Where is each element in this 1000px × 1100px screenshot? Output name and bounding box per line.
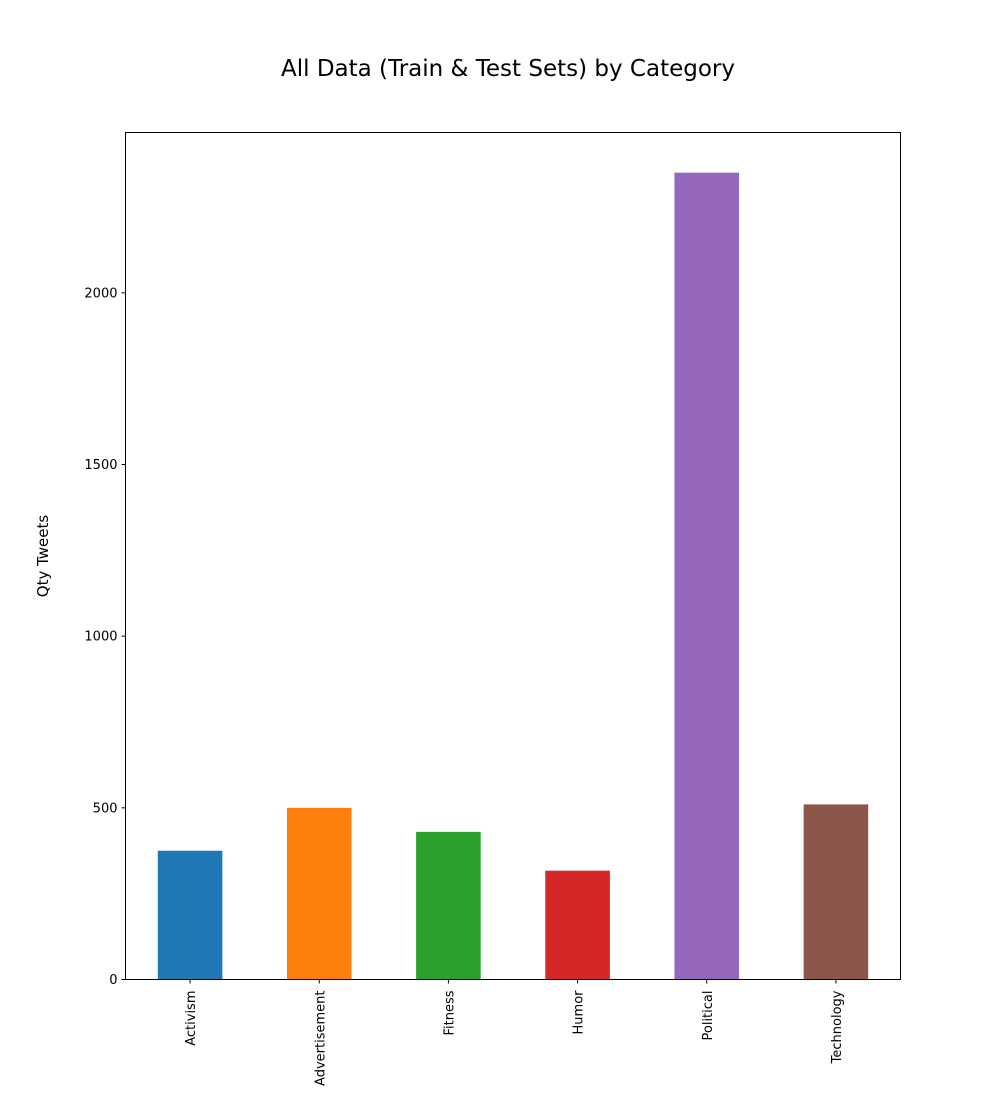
x-tick-label: Fitness — [442, 990, 457, 1035]
bars-group — [157, 172, 869, 980]
y-axis-ticks: 0 500 1000 1500 2000 — [84, 286, 126, 988]
x-tick-label: Political — [701, 991, 716, 1041]
x-axis-ticks: Activism Advertisement Fitness Humor Politic… — [184, 979, 845, 1086]
bar-humor — [545, 870, 610, 980]
y-tick-label: 0 — [109, 973, 117, 988]
x-tick-label: Humor — [572, 990, 587, 1035]
x-tick-label: Technology — [830, 990, 845, 1064]
y-tick-label: 2000 — [84, 286, 117, 301]
bar-technology — [803, 804, 869, 980]
bar-activism — [157, 850, 223, 980]
y-tick-label: 500 — [93, 801, 118, 816]
y-tick-label: 1500 — [84, 458, 117, 473]
plot-area-frame — [125, 132, 901, 980]
x-tick-label: Activism — [184, 991, 199, 1046]
y-axis-label: Qty Tweets — [34, 515, 52, 598]
chart-title: All Data (Train & Test Sets) by Category — [281, 56, 735, 82]
bar-fitness — [416, 831, 481, 980]
bar-political — [674, 172, 740, 980]
bar-advertisement — [286, 807, 352, 980]
y-tick-label: 1000 — [84, 630, 117, 645]
x-tick-label: Advertisement — [313, 991, 328, 1086]
